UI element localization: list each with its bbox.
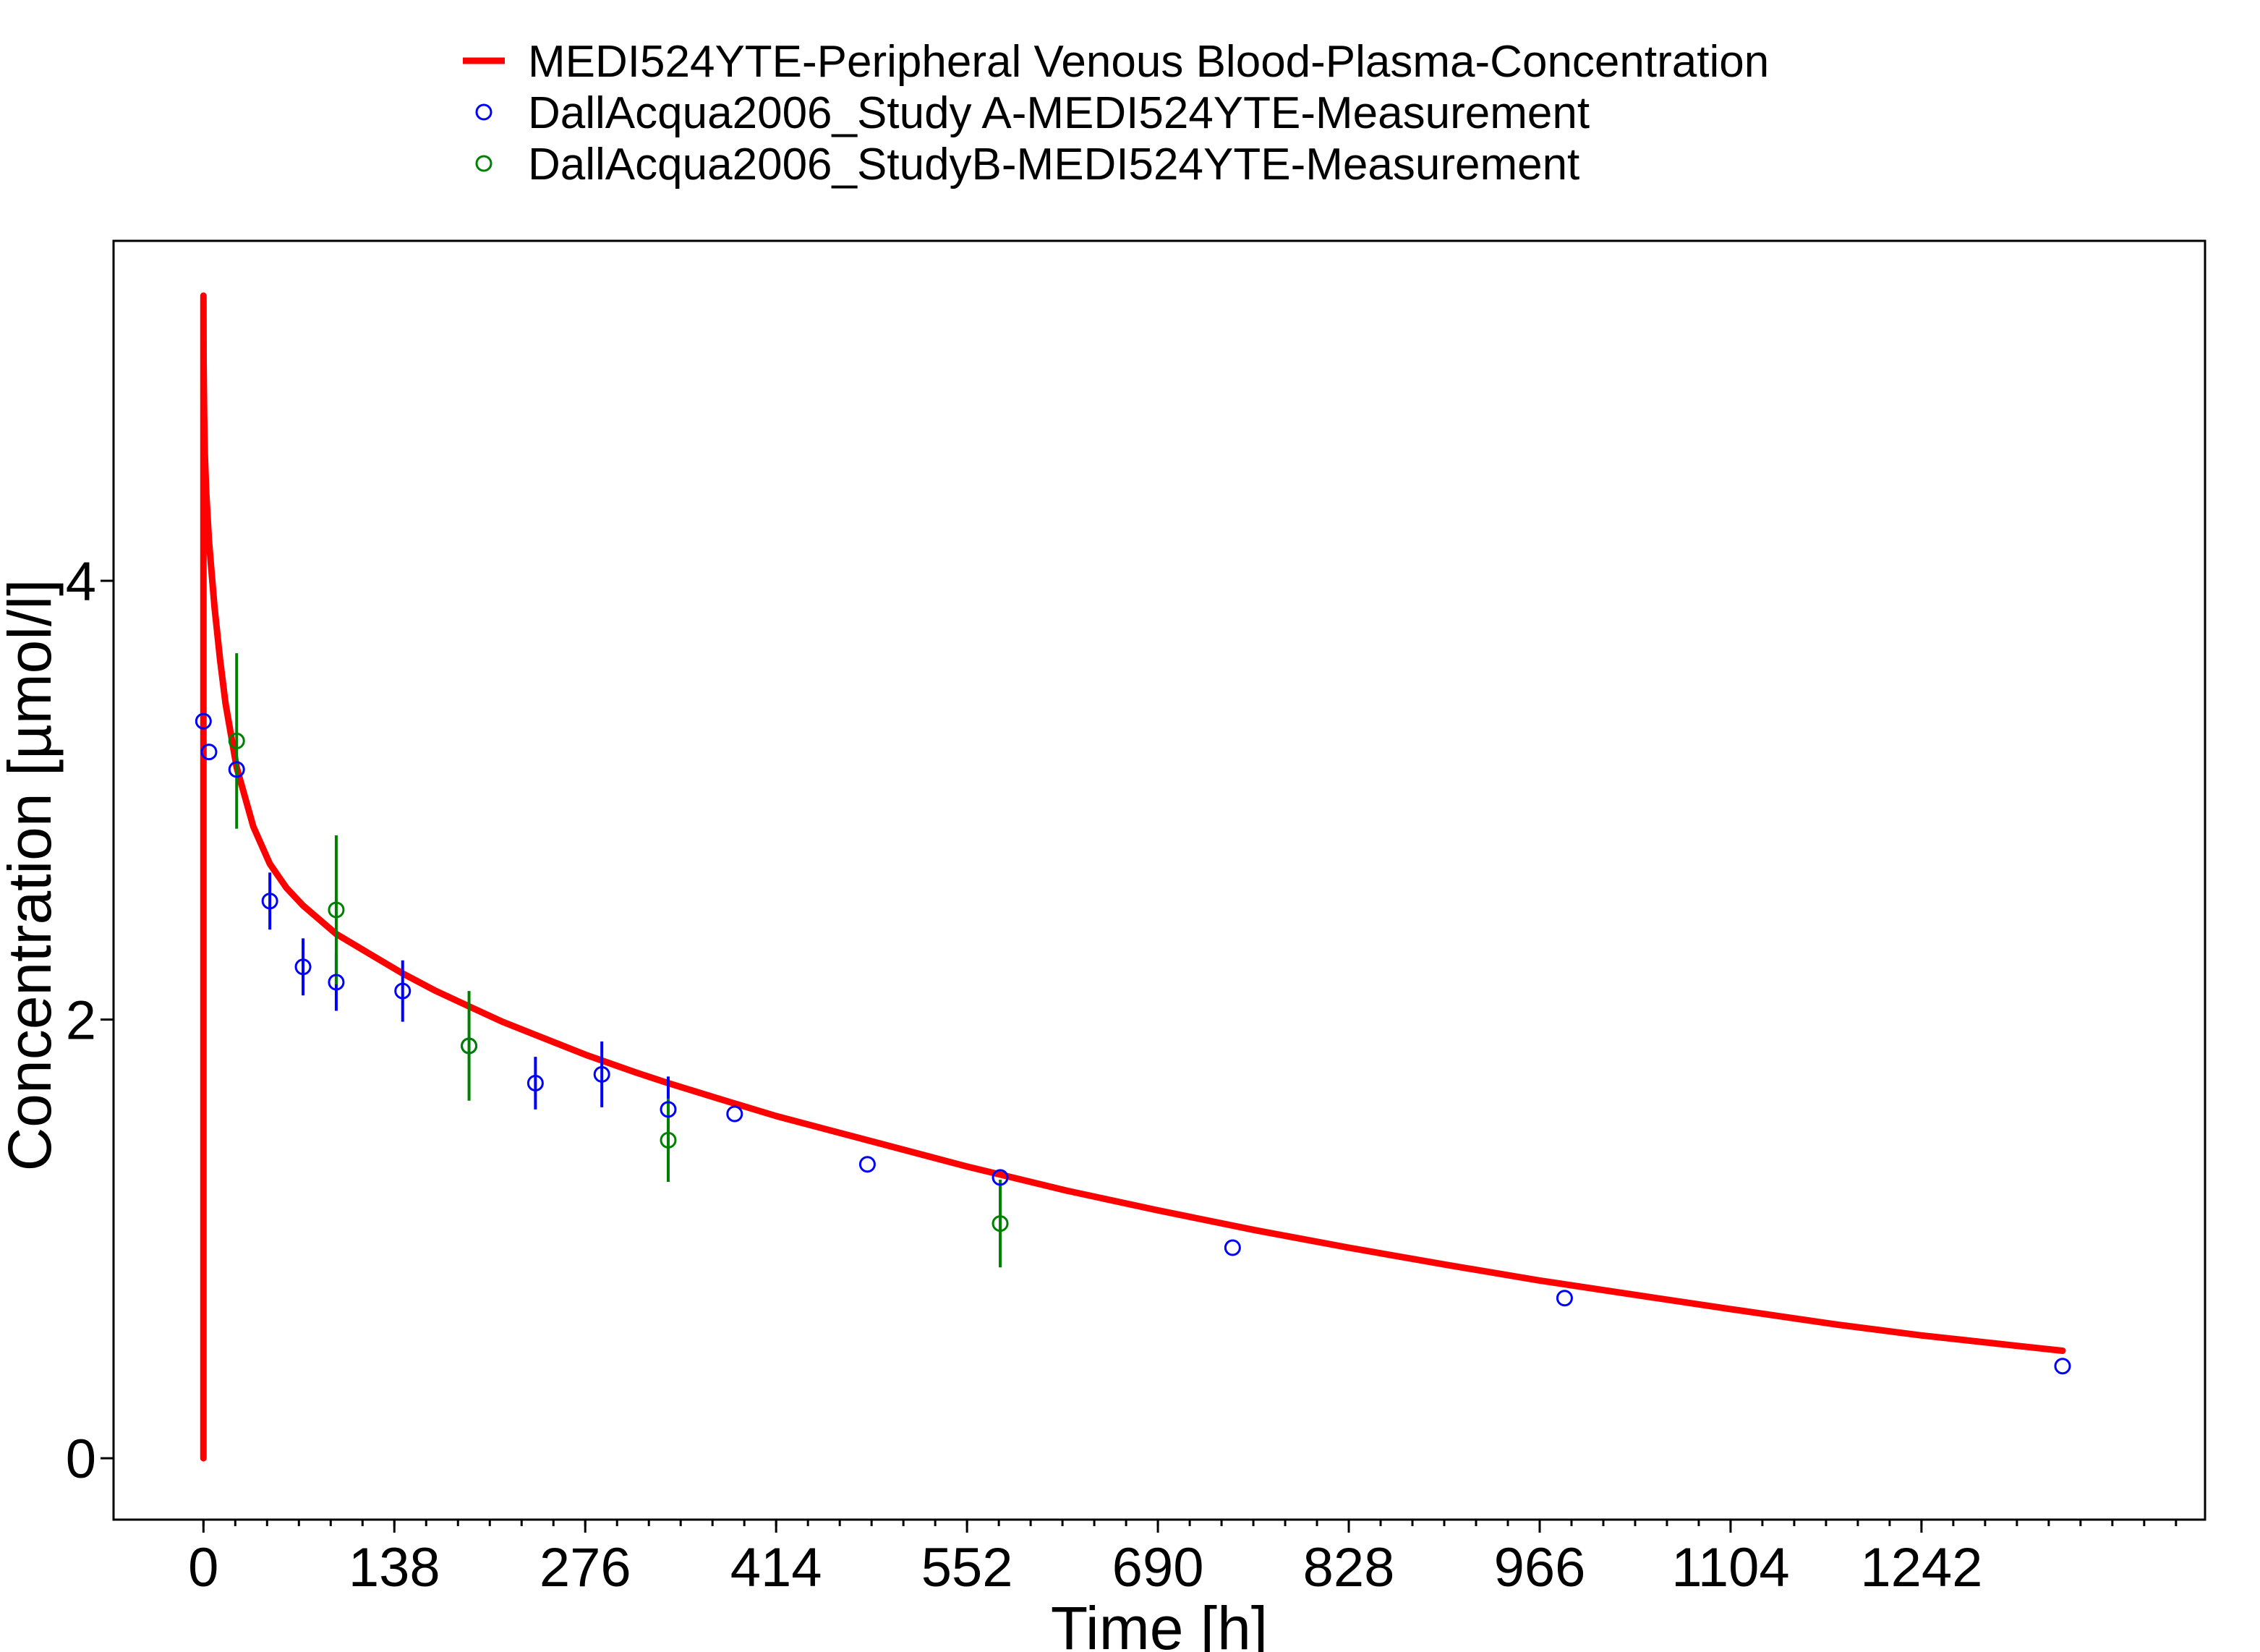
y-axis: 0 2 4 [66,551,114,1490]
x-tick-label: 828 [1303,1537,1395,1598]
data-point-study-a [1224,1239,1241,1256]
data-point-study-a [660,1101,677,1118]
x-tick-label: 414 [730,1537,822,1598]
legend-label-study-a: DallAcqua2006_Study A-MEDI524YTE-Measure… [528,88,1590,138]
data-point-study-a [294,958,312,976]
data-point-study-b [228,732,245,749]
data-point-study-a [228,761,245,778]
data-point-study-a [394,982,412,1000]
series-layer [195,292,2071,1462]
legend-marker-study-b [475,155,492,172]
x-axis: 0 138 276 414 552 690 828 966 1104 1242 [188,1520,2178,1598]
legend-label-simulation: MEDI524YTE-Peripheral Venous Blood-Plasm… [528,37,1769,87]
x-tick-label: 0 [188,1537,218,1598]
x-tick-label: 1242 [1860,1537,1982,1598]
legend-marker-study-a [475,103,492,121]
data-point-study-a [992,1169,1009,1186]
data-point-study-a [2054,1358,2071,1375]
data-point-study-a [858,1156,876,1173]
x-tick-label: 276 [540,1537,631,1598]
legend-label-study-b: DallAcqua2006_StudyB-MEDI524YTE-Measurem… [528,140,1579,190]
data-point-study-a [195,712,212,730]
x-tick-label: 1104 [1671,1537,1789,1598]
data-point-study-a [593,1065,610,1083]
data-point-study-b [461,1037,478,1055]
data-point-study-a [200,744,218,761]
data-point-study-a [1556,1290,1573,1307]
x-tick-label: 966 [1494,1537,1586,1598]
data-point-study-b [992,1215,1009,1232]
data-point-study-a [726,1105,743,1123]
x-tick-label: 690 [1112,1537,1204,1598]
legend: MEDI524YTE-Peripheral Venous Blood-Plasm… [463,37,1769,190]
data-point-study-b [328,901,345,919]
x-tick-label: 552 [921,1537,1013,1598]
y-tick-label: 0 [66,1429,96,1490]
data-point-study-a [526,1075,544,1092]
simulation-line [200,292,2066,1462]
x-axis-title: Time [h] [1051,1594,1268,1652]
data-point-study-b [660,1131,677,1149]
y-tick-label: 4 [66,551,96,613]
x-tick-label: 138 [349,1537,440,1598]
data-point-study-a [261,893,278,910]
y-axis-title: Concentration [µmol/l] [0,579,64,1172]
data-point-study-a [328,974,345,991]
plot-panel [112,239,2206,1521]
y-tick-label: 2 [66,990,96,1052]
